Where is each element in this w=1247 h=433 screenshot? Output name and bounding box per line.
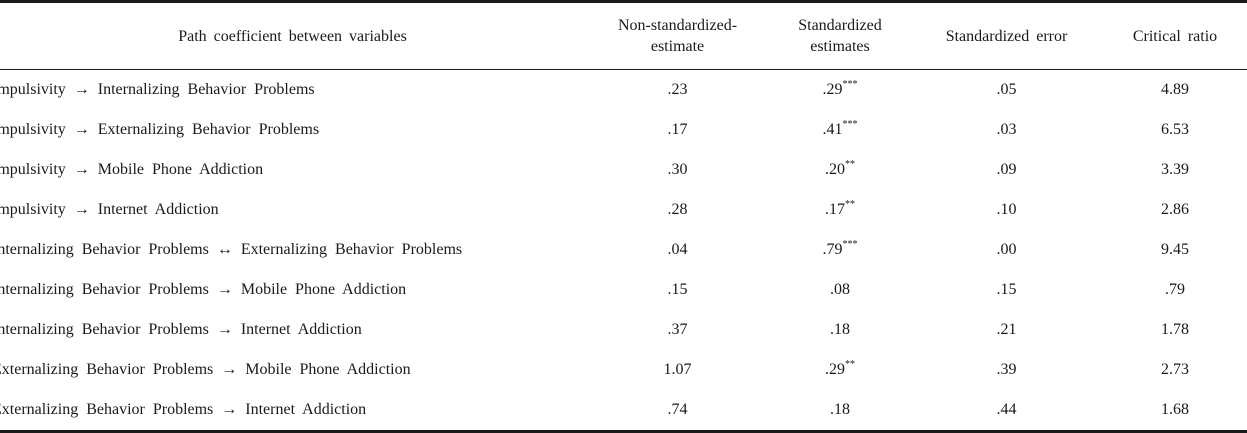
cell-critical-ratio: 2.73 xyxy=(1161,361,1189,378)
table-row: Internalizing Behavior Problems → Mobile… xyxy=(0,270,1247,310)
cell-non-standardized-estimate: .37 xyxy=(667,321,688,338)
cell-critical-ratio: 1.78 xyxy=(1161,321,1189,338)
standardized-value: .29 xyxy=(825,361,845,378)
path-label: Internalizing Behavior Problems → Mobile… xyxy=(0,281,407,298)
significance-marker: *** xyxy=(842,119,858,130)
cell-critical-ratio: 4.89 xyxy=(1161,81,1189,98)
cell-standardized-estimate: .18 xyxy=(770,390,910,432)
standardized-value: .08 xyxy=(830,281,850,298)
cell-path: Externalizing Behavior Problems → Mobile… xyxy=(0,350,585,390)
cell-standardized-error: .15 xyxy=(996,281,1017,298)
significance-marker: ** xyxy=(845,359,855,370)
standardized-value: .18 xyxy=(830,401,850,418)
header-row: Path coefficient between variables Non-s… xyxy=(0,1,1247,70)
cell-standardized-estimate: .29*** xyxy=(770,70,910,111)
cell-standardized-error: .21 xyxy=(996,321,1017,338)
standardized-value: .18 xyxy=(830,321,850,338)
cell-standardized-error: .03 xyxy=(996,121,1017,138)
table-row: Impulsivity → Internalizing Behavior Pro… xyxy=(0,70,1247,111)
cell-critical-ratio: 3.39 xyxy=(1161,161,1189,178)
cell-non-standardized-estimate: .04 xyxy=(667,241,688,258)
cell-non-standardized-estimate: 1.07 xyxy=(663,361,692,378)
path-label: Externalizing Behavior Problems → Intern… xyxy=(0,401,367,418)
path-label: Impulsivity → Externalizing Behavior Pro… xyxy=(0,121,320,138)
cell-standardized-error: .09 xyxy=(996,161,1017,178)
cell-non-standardized-estimate: .74 xyxy=(667,401,688,418)
cell-standardized-estimate: .41*** xyxy=(770,110,910,150)
cell-non-standardized-estimate: .15 xyxy=(667,281,688,298)
cell-standardized-estimate: .17** xyxy=(770,190,910,230)
significance-marker: *** xyxy=(842,79,858,90)
path-label: Externalizing Behavior Problems → Mobile… xyxy=(0,361,411,378)
table-row: Impulsivity → Internet Addiction .28 .17**… xyxy=(0,190,1247,230)
cell-critical-ratio: 1.68 xyxy=(1161,401,1189,418)
table-row: Internalizing Behavior Problems → Intern… xyxy=(0,310,1247,350)
cell-critical-ratio: 9.45 xyxy=(1161,241,1189,258)
cell-non-standardized-estimate: .23 xyxy=(667,81,688,98)
standardized-value: .79 xyxy=(822,241,843,258)
cell-standardized-error: .10 xyxy=(996,201,1017,218)
path-label: Internalizing Behavior Problems ↔ Extern… xyxy=(0,241,463,258)
cell-critical-ratio: 2.86 xyxy=(1161,201,1189,218)
cell-standardized-error: .44 xyxy=(996,401,1017,418)
cell-non-standardized-estimate: .28 xyxy=(667,201,688,218)
cell-standardized-error: .00 xyxy=(996,241,1017,258)
cell-standardized-estimate: .79*** xyxy=(770,230,910,270)
header-critical-ratio: Critical ratio xyxy=(1132,27,1218,45)
cell-path: Impulsivity → Internet Addiction xyxy=(0,190,585,230)
cell-standardized-error: .39 xyxy=(996,361,1017,378)
standardized-value: .20 xyxy=(825,161,845,178)
header-standardized-error: Standardized error xyxy=(945,27,1068,45)
table-row: Internalizing Behavior Problems ↔ Extern… xyxy=(0,230,1247,270)
cell-standardized-estimate: .20** xyxy=(770,150,910,190)
standardized-value: .17 xyxy=(825,201,845,218)
cell-path: Internalizing Behavior Problems ↔ Extern… xyxy=(0,230,585,270)
table-row: Externalizing Behavior Problems → Intern… xyxy=(0,390,1247,432)
cell-path: Impulsivity → Mobile Phone Addiction xyxy=(0,150,585,190)
cell-critical-ratio: 6.53 xyxy=(1161,121,1189,138)
header-non-standardized-estimate: Non-standardized- estimate xyxy=(617,17,738,55)
cell-standardized-estimate: .18 xyxy=(770,310,910,350)
cell-path: Impulsivity → Internalizing Behavior Pro… xyxy=(0,70,585,111)
header-standardized-estimates: Standardized estimates xyxy=(798,17,882,55)
table-row: Impulsivity → Externalizing Behavior Pro… xyxy=(0,110,1247,150)
cell-standardized-estimate: .08 xyxy=(770,270,910,310)
significance-marker: ** xyxy=(845,199,855,210)
significance-marker: *** xyxy=(842,239,858,250)
cell-standardized-error: .05 xyxy=(996,81,1017,98)
table-body: Impulsivity → Internalizing Behavior Pro… xyxy=(0,70,1247,432)
cell-non-standardized-estimate: .30 xyxy=(667,161,688,178)
standardized-value: .29 xyxy=(822,81,843,98)
significance-marker: ** xyxy=(845,159,855,170)
cell-path: Externalizing Behavior Problems → Intern… xyxy=(0,390,585,432)
cell-path: Internalizing Behavior Problems → Intern… xyxy=(0,310,585,350)
table-row: Impulsivity → Mobile Phone Addiction .30.… xyxy=(0,150,1247,190)
path-label: Impulsivity → Internalizing Behavior Pro… xyxy=(0,81,315,98)
cell-path: Impulsivity → Externalizing Behavior Pro… xyxy=(0,110,585,150)
path-label: Impulsivity → Mobile Phone Addiction xyxy=(0,161,264,178)
header-path: Path coefficient between variables xyxy=(178,27,407,45)
path-label: Internalizing Behavior Problems → Intern… xyxy=(0,321,362,338)
standardized-value: .41 xyxy=(822,121,843,138)
cell-path: Internalizing Behavior Problems → Mobile… xyxy=(0,270,585,310)
cell-critical-ratio: .79 xyxy=(1165,281,1185,298)
path-label: Impulsivity → Internet Addiction xyxy=(0,201,219,218)
table-header: Path coefficient between variables Non-s… xyxy=(0,1,1247,70)
table-row: Externalizing Behavior Problems → Mobile… xyxy=(0,350,1247,390)
cell-standardized-estimate: .29** xyxy=(770,350,910,390)
cell-non-standardized-estimate: .17 xyxy=(667,121,688,138)
